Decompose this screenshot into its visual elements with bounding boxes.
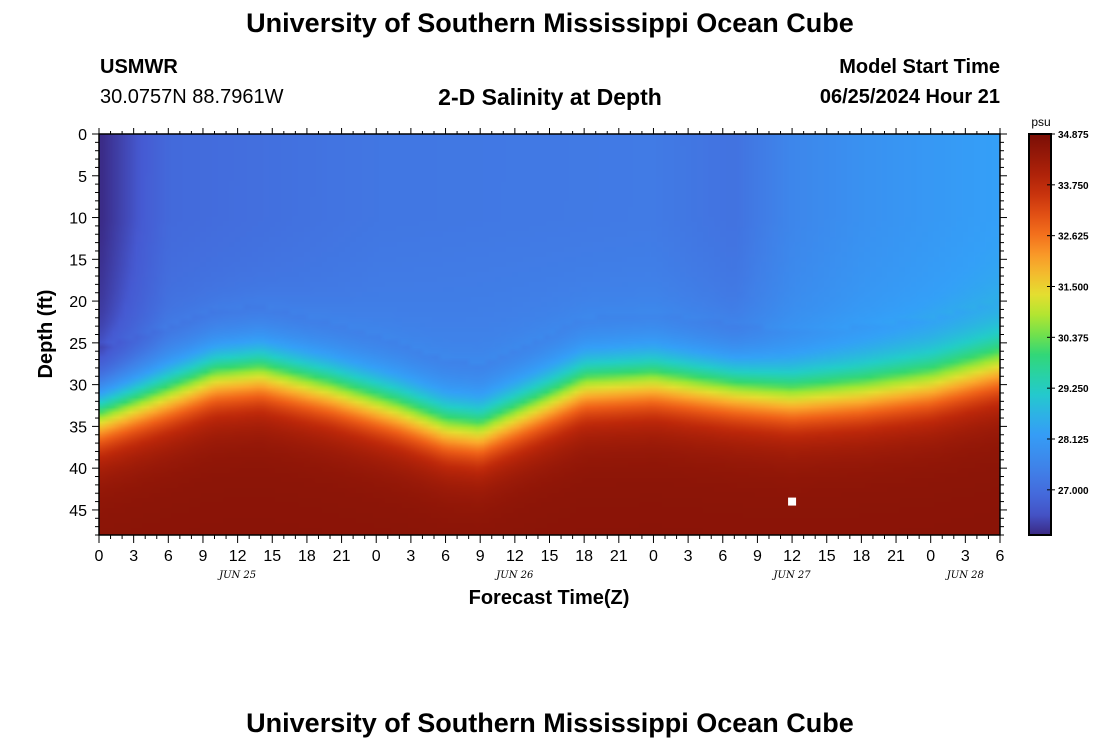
colorbar-tick-label: 32.625: [1058, 232, 1089, 243]
x-tick-label: 9: [199, 548, 208, 565]
x-tick-label: 15: [541, 548, 559, 565]
model-start-value: 06/25/2024 Hour 21: [819, 86, 1000, 108]
colorbar-tick-label: 30.375: [1058, 333, 1089, 344]
x-tick-label: 6: [996, 548, 1005, 565]
colorbar-tick-label: 33.750: [1058, 181, 1089, 192]
colorbar-tick-label: 27.000: [1058, 486, 1089, 497]
x-tick-label: 15: [818, 548, 836, 565]
x-tick-label: 6: [164, 548, 173, 565]
page-title: University of Southern Mississippi Ocean…: [246, 8, 854, 38]
x-tick-label: 3: [406, 548, 415, 565]
date-label: JUN 28: [945, 570, 984, 581]
x-tick-label: 0: [649, 548, 658, 565]
x-tick-label: 9: [476, 548, 485, 565]
y-tick-label: 15: [69, 252, 87, 269]
x-tick-label: 18: [298, 548, 316, 565]
x-axis-label: Forecast Time(Z): [469, 587, 630, 609]
x-tick-label: 6: [718, 548, 727, 565]
x-tick-label: 3: [129, 548, 138, 565]
x-tick-label: 0: [95, 548, 104, 565]
x-tick-label: 12: [506, 548, 524, 565]
date-label: JUN 26: [494, 570, 534, 581]
salinity-heatmap: [99, 134, 1000, 535]
station-name: USMWR: [100, 56, 178, 78]
y-tick-label: 40: [69, 461, 87, 478]
x-tick-label: 0: [372, 548, 381, 565]
x-tick-label: 6: [441, 548, 450, 565]
y-tick-label: 45: [69, 503, 87, 520]
x-tick-label: 21: [333, 548, 351, 565]
colorbar-tick-label: 28.125: [1058, 435, 1089, 446]
station-coordinates: 30.0757N 88.7961W: [100, 86, 284, 108]
footer-title: University of Southern Mississippi Ocean…: [246, 708, 854, 738]
y-axis-label: Depth (ft): [35, 290, 57, 379]
x-tick-label: 3: [961, 548, 970, 565]
x-tick-label: 15: [263, 548, 281, 565]
model-start-label: Model Start Time: [839, 56, 1000, 78]
x-tick-label: 9: [753, 548, 762, 565]
x-tick-label: 12: [783, 548, 801, 565]
x-tick-label: 18: [852, 548, 870, 565]
x-tick-label: 3: [684, 548, 693, 565]
y-tick-label: 10: [69, 211, 87, 228]
data-marker: [788, 497, 797, 506]
colorbar-tick-label: 31.500: [1058, 282, 1089, 293]
x-tick-label: 21: [887, 548, 905, 565]
y-tick-label: 20: [69, 294, 87, 311]
x-tick-label: 18: [575, 548, 593, 565]
x-tick-label: 21: [610, 548, 628, 565]
y-tick-label: 5: [78, 169, 87, 186]
date-label: JUN 27: [772, 570, 812, 581]
y-tick-label: 0: [78, 127, 87, 144]
y-tick-label: 30: [69, 378, 87, 395]
chart-subtitle: 2-D Salinity at Depth: [438, 84, 662, 110]
x-tick-label: 12: [229, 548, 247, 565]
x-tick-label: 0: [926, 548, 935, 565]
colorbar-unit: psu: [1031, 115, 1050, 129]
colorbar: [1028, 133, 1052, 536]
colorbar-tick-label: 34.875: [1058, 130, 1089, 141]
y-tick-label: 25: [69, 336, 87, 353]
y-tick-label: 35: [69, 419, 87, 436]
colorbar-tick-label: 29.250: [1058, 384, 1089, 395]
date-label: JUN 25: [217, 570, 256, 581]
